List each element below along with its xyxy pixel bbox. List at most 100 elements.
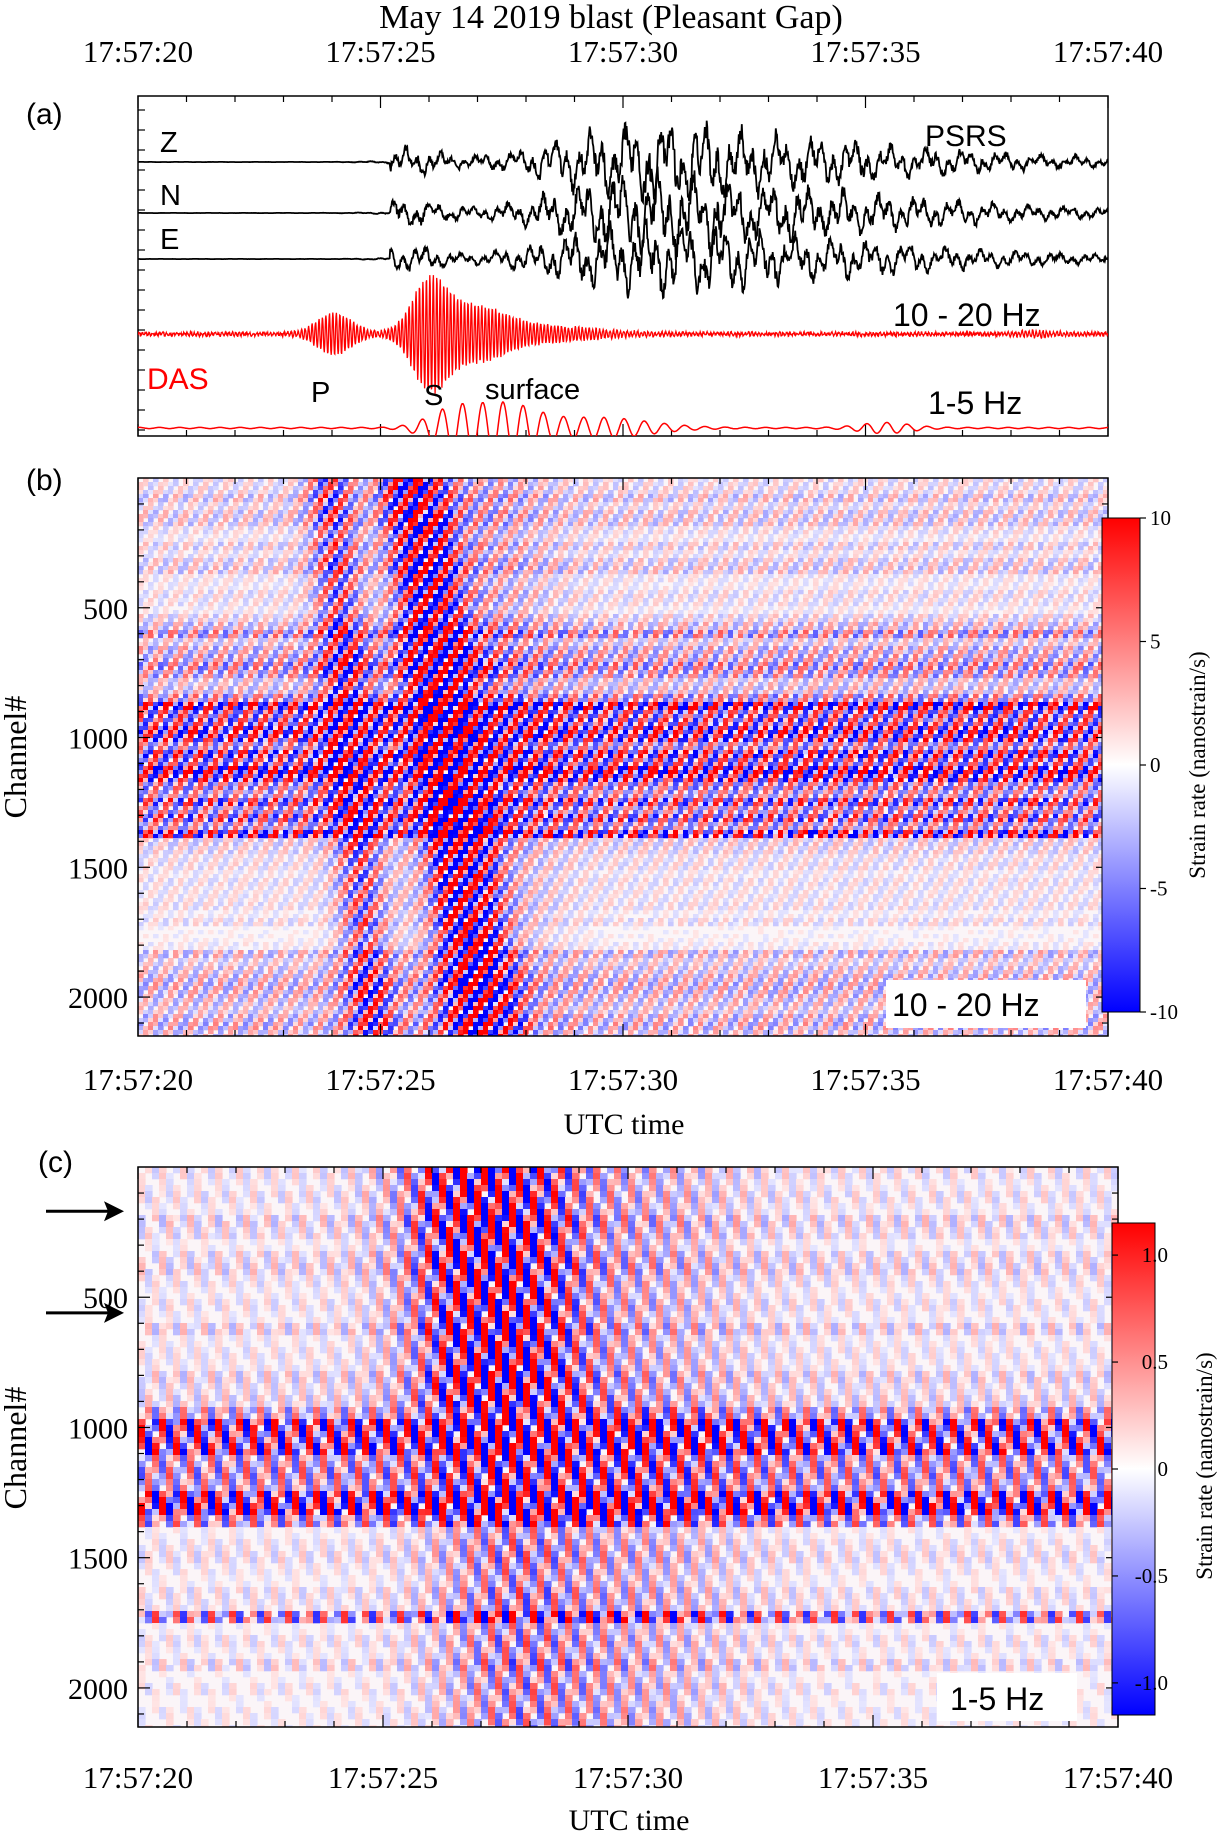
heatmap-cell (168, 542, 174, 546)
heatmap-cell (923, 482, 929, 486)
heatmap-cell (1043, 582, 1049, 586)
heatmap-cell (608, 506, 614, 510)
heatmap-cell (573, 558, 579, 562)
heatmap-cell (1023, 550, 1029, 554)
heatmap-cell (393, 498, 399, 502)
heatmap-cell (373, 498, 379, 502)
heatmap-cell (1038, 574, 1044, 578)
heatmap-cell (623, 530, 629, 534)
heatmap-cell (693, 506, 699, 510)
heatmap-cell (443, 602, 449, 606)
heatmap-cell (158, 570, 164, 574)
heatmap-cell (888, 578, 894, 582)
heatmap-cell (973, 486, 979, 490)
heatmap-cell (203, 482, 209, 486)
heatmap-cell (198, 506, 204, 510)
heatmap-cell (573, 530, 579, 534)
heatmap-cell (953, 530, 959, 534)
heatmap-cell (288, 558, 294, 562)
heatmap-cell (1083, 550, 1089, 554)
heatmap-cell (403, 530, 409, 534)
heatmap-cell (183, 514, 189, 518)
heatmap-cell (173, 550, 179, 554)
heatmap-cell (728, 550, 734, 554)
heatmap-cell (1058, 530, 1064, 534)
heatmap-cell (938, 518, 944, 522)
heatmap-cell (903, 602, 909, 606)
heatmap-cell (458, 550, 464, 554)
heatmap-cell (1048, 506, 1054, 510)
heatmap-cell (338, 490, 344, 494)
heatmap-cell (483, 578, 489, 582)
heatmap-cell (1023, 502, 1029, 506)
heatmap-cell (178, 586, 184, 590)
heatmap-cell (783, 530, 789, 534)
heatmap-cell (203, 546, 209, 550)
heatmap-cell (1063, 570, 1069, 574)
heatmap-cell (903, 562, 909, 566)
heatmap-cell (1063, 538, 1069, 542)
heatmap-cell (568, 574, 574, 578)
heatmap-cell (158, 550, 164, 554)
heatmap-cell (378, 542, 384, 546)
heatmap-cell (208, 522, 214, 526)
heatmap-cell (973, 518, 979, 522)
heatmap-cell (638, 606, 644, 610)
heatmap-cell (328, 534, 334, 538)
heatmap-cell (728, 534, 734, 538)
heatmap-cell (413, 490, 419, 494)
heatmap-cell (768, 502, 774, 506)
heatmap-cell (868, 494, 874, 498)
heatmap-cell (913, 558, 919, 562)
heatmap-cell (1098, 498, 1104, 502)
heatmap-cell (443, 594, 449, 598)
heatmap-cell (918, 602, 924, 606)
heatmap-cell (698, 534, 704, 538)
heatmap-cell (1008, 510, 1014, 514)
heatmap-cell (923, 574, 929, 578)
heatmap-cell (803, 498, 809, 502)
heatmap-cell (703, 494, 709, 498)
heatmap-cell (688, 486, 694, 490)
heatmap-cell (398, 486, 404, 490)
heatmap-cell (758, 522, 764, 526)
heatmap-cell (658, 558, 664, 562)
heatmap-cell (963, 510, 969, 514)
heatmap-cell (1078, 598, 1084, 602)
heatmap-cell (498, 534, 504, 538)
heatmap-cell (728, 562, 734, 566)
heatmap-cell (548, 538, 554, 542)
heatmap-cell (908, 582, 914, 586)
heatmap-cell (383, 606, 389, 610)
heatmap-cell (903, 574, 909, 578)
heatmap-cell (273, 494, 279, 498)
heatmap-cell (873, 506, 879, 510)
heatmap-cell (488, 574, 494, 578)
heatmap-cell (283, 506, 289, 510)
heatmap-cell (493, 522, 499, 526)
heatmap-cell (423, 546, 429, 550)
heatmap-cell (358, 546, 364, 550)
heatmap-cell (453, 582, 459, 586)
heatmap-cell (743, 594, 749, 598)
heatmap-cell (958, 554, 964, 558)
heatmap-cell (303, 554, 309, 558)
heatmap-cell (563, 510, 569, 514)
heatmap-cell (1068, 578, 1074, 582)
heatmap-cell (348, 534, 354, 538)
heatmap-cell (328, 594, 334, 598)
heatmap-cell (263, 566, 269, 570)
heatmap-cell (353, 590, 359, 594)
heatmap-cell (608, 606, 614, 610)
heatmap-cell (473, 538, 479, 542)
heatmap-cell (573, 590, 579, 594)
heatmap-cell (338, 570, 344, 574)
heatmap-cell (963, 598, 969, 602)
heatmap-cell (828, 546, 834, 550)
heatmap-cell (543, 490, 549, 494)
heatmap-cell (803, 582, 809, 586)
heatmap-cell (813, 558, 819, 562)
heatmap-cell (583, 582, 589, 586)
heatmap-cell (628, 602, 634, 606)
heatmap-cell (973, 494, 979, 498)
